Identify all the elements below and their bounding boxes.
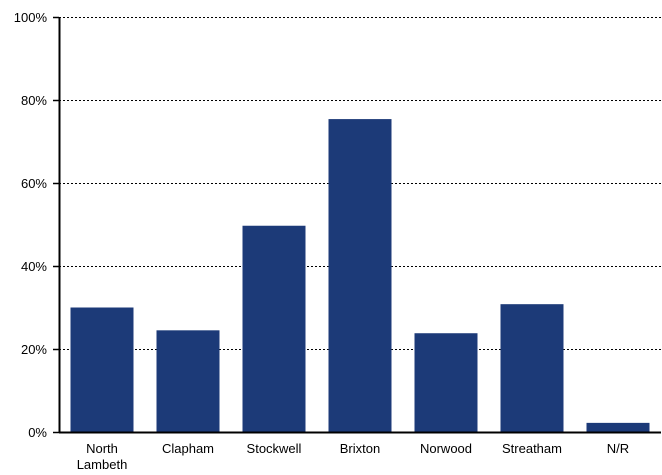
bar xyxy=(500,304,564,432)
x-tick-label-line: North xyxy=(86,441,118,456)
y-tick-label: 100% xyxy=(14,10,48,25)
y-tick-label: 20% xyxy=(21,342,47,357)
y-tick-labels: 0% 20% 40% 60% 80% 100% xyxy=(14,10,48,440)
bar xyxy=(156,330,220,432)
bar xyxy=(414,333,478,432)
x-tick-label: N/R xyxy=(607,441,629,456)
y-tick-label: 80% xyxy=(21,93,47,108)
x-tick-label-line: N/R xyxy=(607,441,629,456)
x-tick-labels: North Lambeth Clapham Stockwell Brixton Norwo… xyxy=(77,441,629,472)
y-tick-label: 0% xyxy=(28,425,47,440)
x-tick-label: Stockwell xyxy=(247,441,302,456)
bars xyxy=(70,119,650,432)
x-tick-label-line: Lambeth xyxy=(77,457,128,472)
x-tick-label: Brixton xyxy=(340,441,380,456)
y-tick-label: 40% xyxy=(21,259,47,274)
x-tick-label-line: Norwood xyxy=(420,441,472,456)
x-tick-label-line: Clapham xyxy=(162,441,214,456)
x-tick-label-line: Streatham xyxy=(502,441,562,456)
x-tick-label: Streatham xyxy=(502,441,562,456)
bar xyxy=(586,422,650,432)
y-tick-label: 60% xyxy=(21,176,47,191)
x-tick-label-line: Stockwell xyxy=(247,441,302,456)
bar xyxy=(328,119,392,432)
bar xyxy=(242,225,306,432)
x-tick-label: Norwood xyxy=(420,441,472,456)
axes xyxy=(53,16,661,434)
x-tick-label-line: Brixton xyxy=(340,441,380,456)
x-tick-label: Clapham xyxy=(162,441,214,456)
bar xyxy=(70,307,134,432)
x-tick-label: North Lambeth xyxy=(77,441,128,472)
